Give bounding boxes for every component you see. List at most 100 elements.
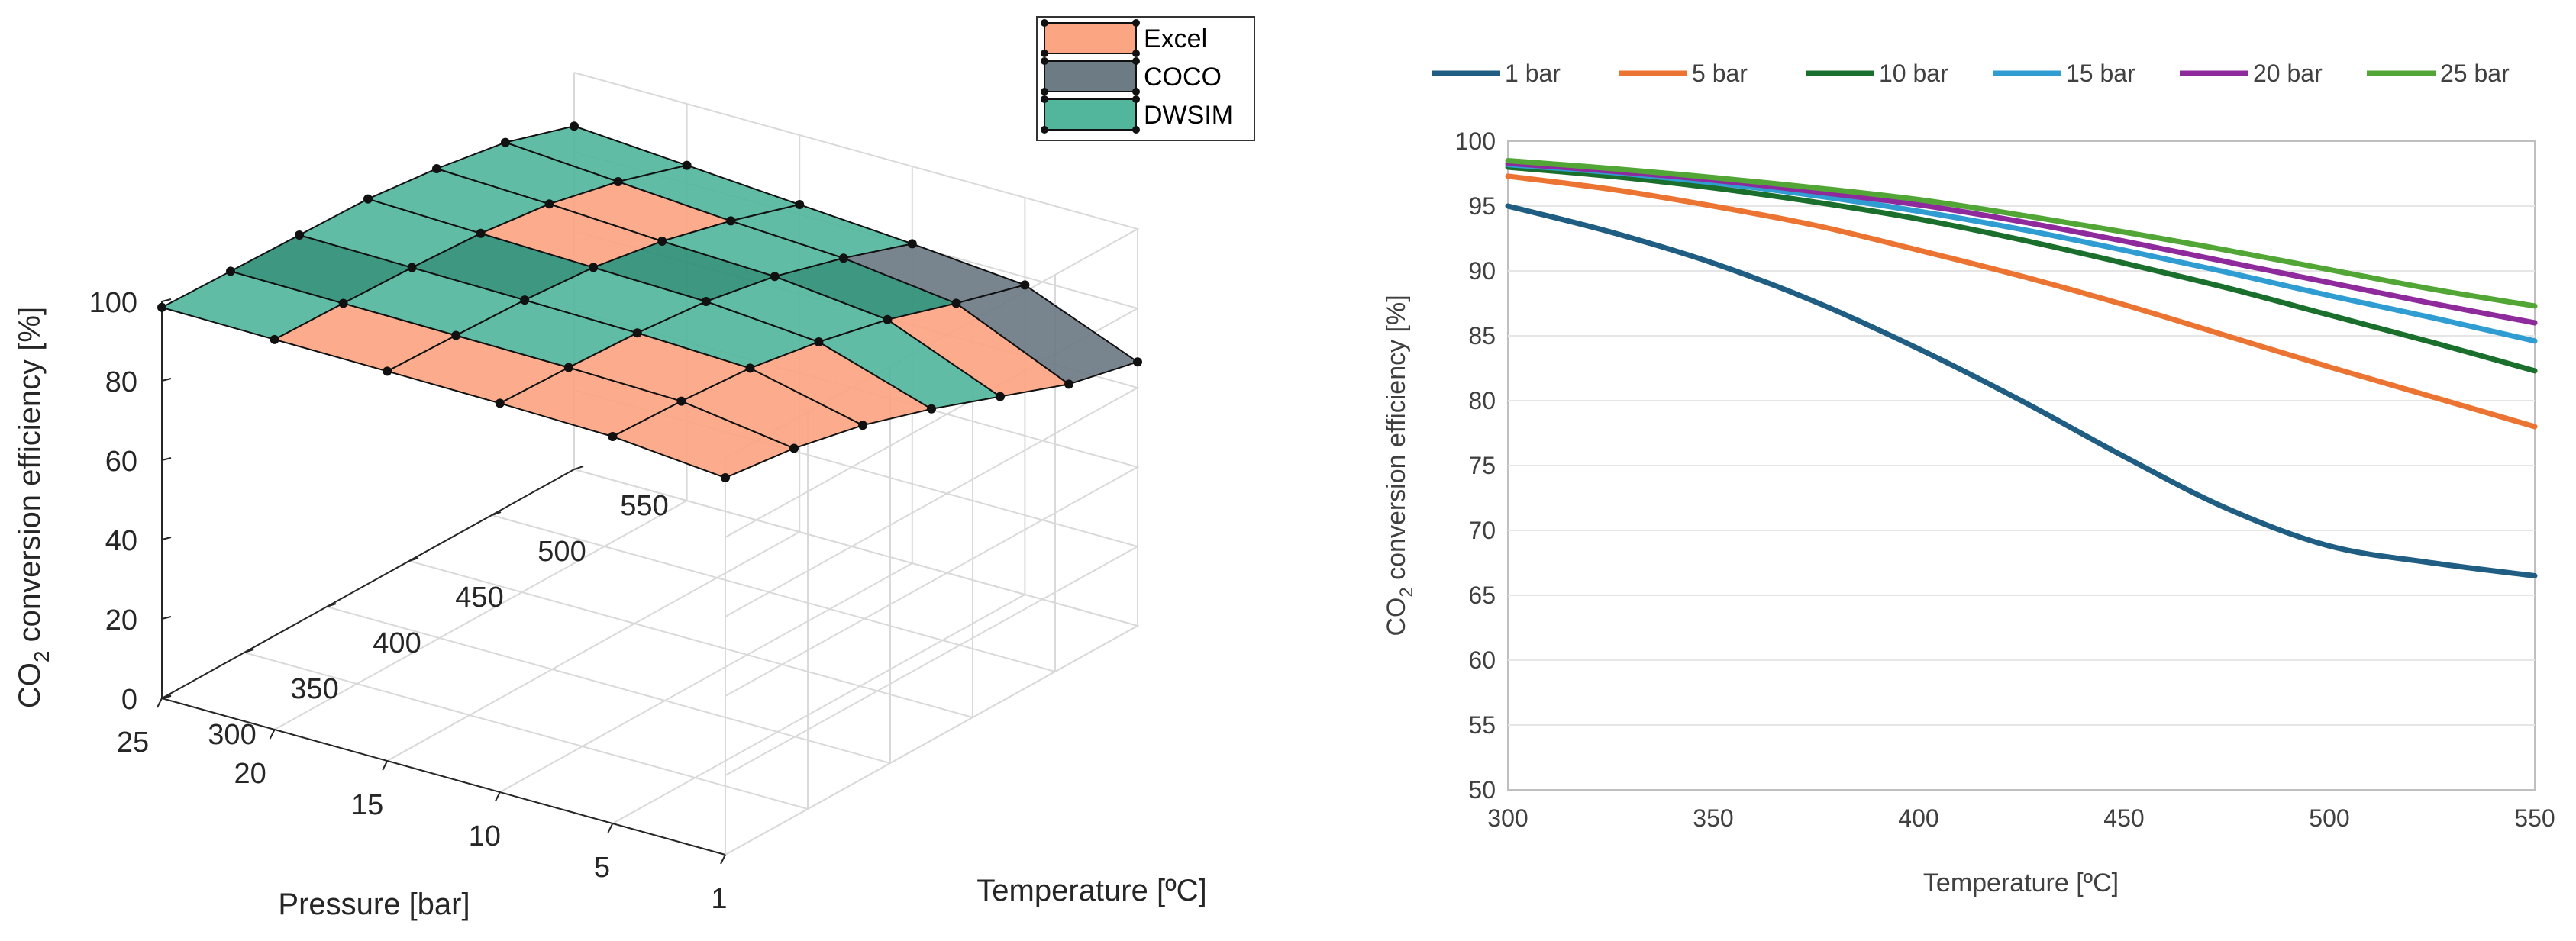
z-tick [161, 298, 172, 302]
legend-swatch [1044, 60, 1137, 92]
y-axis-label: CO2 conversion efficiency [%] [1382, 295, 1417, 636]
surface-node [858, 421, 867, 430]
legend-swatch [1044, 22, 1137, 54]
z-tick-label: 60 [105, 446, 137, 478]
legend-label: DWSIM [1144, 101, 1233, 130]
y-tick-label: 90 [1468, 257, 1496, 285]
surface-node [721, 473, 730, 482]
surface-node [701, 297, 711, 307]
legend-label: 20 bar [2253, 60, 2323, 87]
surface-node [814, 337, 824, 346]
pressure-tick-label: 1 [711, 883, 727, 915]
legend-swatch-node [1132, 126, 1140, 134]
surface-node [1064, 379, 1073, 389]
tick-labels-2d: 50 55 60 65 70 75 80 85 90 95 100 300 350 400 450 500 55… [1455, 127, 2555, 832]
pressure-axis-line [161, 698, 726, 856]
series-line-10-bar [1505, 164, 2538, 374]
x-axis-label: Temperature [ºC] [1923, 868, 2119, 897]
legend-swatch [1044, 98, 1137, 131]
temperature-tick [408, 557, 419, 562]
temperature-tick [244, 649, 254, 653]
surface-node [608, 432, 618, 441]
surface-chart-3d: 0 20 40 60 80 100 25 20 15 10 5 1 300 350 400 450 500 550… [13, 16, 1255, 921]
y-tick-label: 75 [1468, 452, 1496, 479]
z-tick-label: 0 [121, 684, 137, 716]
floor-gridline-temperature [408, 560, 973, 718]
temperature-tick-label: 550 [620, 490, 668, 522]
pressure-tick-label: 15 [351, 789, 383, 821]
series-line-5-bar [1505, 173, 2538, 430]
surface-node [476, 228, 486, 238]
floor-gridline-temperature [491, 514, 1056, 672]
y-tick-label: 95 [1468, 192, 1496, 220]
pressure-tick [607, 823, 614, 833]
x-tick-label: 450 [2103, 804, 2144, 832]
surface-node [589, 263, 599, 272]
surface-node [883, 314, 893, 324]
legend-2d: 1 bar 5 bar 10 bar 15 bar 20 bar 25 bar [1432, 60, 2510, 87]
surface-node [951, 298, 961, 308]
z-tick [161, 537, 172, 540]
legend-swatch-node [1041, 19, 1048, 27]
surface-node [363, 194, 373, 204]
surface-node [544, 199, 554, 209]
series-line-1-bar [1505, 203, 2538, 578]
surface-node [632, 328, 642, 338]
temperature-tick-label: 500 [537, 536, 586, 568]
temperature-tick [491, 511, 502, 516]
y-tick-label: 50 [1468, 776, 1496, 804]
legend-swatch-node [1041, 126, 1048, 134]
surface-node [745, 363, 755, 373]
legend-3d: Excel COCO DWSIM [1036, 16, 1255, 141]
x-tick-label: 500 [2309, 804, 2349, 832]
pressure-tick-label: 25 [117, 727, 149, 759]
gridlines [1508, 205, 2535, 726]
y-tick-label: 85 [1468, 322, 1496, 350]
pressure-axis-label: Pressure [bar] [278, 888, 470, 921]
surface-node [432, 164, 441, 173]
y-tick-label: 80 [1468, 387, 1496, 414]
surface-node [270, 334, 279, 344]
legend-label: 5 bar [1692, 60, 1748, 87]
legend-swatch-node [1132, 88, 1140, 95]
temperature-axis-label: Temperature [ºC] [976, 874, 1206, 907]
floor-gridline-pressure [274, 500, 688, 730]
legend-label: Excel [1144, 24, 1207, 53]
x-tick-label: 300 [1487, 804, 1528, 832]
y-tick-label: 65 [1468, 582, 1496, 609]
series-lines [1505, 158, 2538, 578]
y-tick-label: 100 [1455, 127, 1496, 155]
surface-node [789, 443, 799, 453]
surface-node [520, 295, 530, 305]
z-axis-label: CO2 conversion efficiency [%] [13, 307, 53, 708]
temperature-tick-label: 450 [455, 582, 503, 614]
legend-swatch-node [1132, 95, 1140, 103]
temperature-axis-line [161, 469, 575, 699]
pressure-tick [157, 698, 163, 708]
y-tick-label: 70 [1468, 517, 1496, 544]
legend-label: 1 bar [1505, 60, 1561, 87]
tick-labels-3d: 0 20 40 60 80 100 25 20 15 10 5 1 300 350 400 450 500 550 [89, 287, 728, 915]
surface-node [927, 404, 936, 414]
surface-node [226, 266, 235, 276]
surface-node [907, 239, 917, 249]
surface-node [613, 177, 623, 186]
legend-swatch-node [1132, 57, 1140, 65]
legend-swatch-node [1041, 57, 1048, 65]
surface-node [838, 253, 848, 263]
temperature-tick-label: 400 [373, 627, 421, 659]
floor-gridline-pressure [386, 531, 800, 762]
z-tick [161, 378, 172, 382]
surface-node [1133, 357, 1142, 367]
legend-swatch-node [1041, 88, 1048, 95]
pressure-tick [382, 760, 389, 771]
z-tick [161, 616, 172, 620]
floor-gridline-temperature [326, 606, 891, 764]
floor-gridline-pressure [612, 594, 1025, 824]
temperature-tick [326, 603, 337, 607]
z-tick [161, 457, 172, 461]
surface-node [676, 396, 686, 406]
surface-node [996, 392, 1005, 401]
legend-label: 25 bar [2440, 60, 2510, 87]
